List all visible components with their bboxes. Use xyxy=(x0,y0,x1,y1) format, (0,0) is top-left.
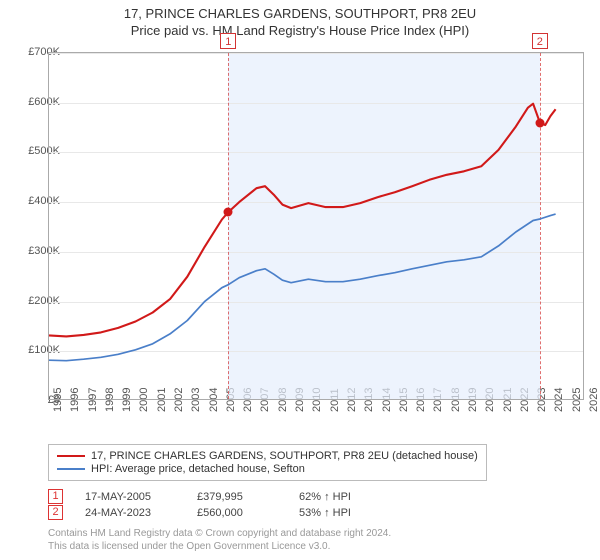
footer-line1: Contains HM Land Registry data © Crown c… xyxy=(48,528,391,541)
chart-title-line1: 17, PRINCE CHARLES GARDENS, SOUTHPORT, P… xyxy=(0,6,600,21)
legend-item-hpi: HPI: Average price, detached house, Seft… xyxy=(57,463,478,475)
sales-date-2: 24-MAY-2023 xyxy=(85,507,175,519)
series-line-hpi xyxy=(49,214,556,361)
sales-row-2: 2 24-MAY-2023 £560,000 53% ↑ HPI xyxy=(48,505,351,520)
legend-label-property: 17, PRINCE CHARLES GARDENS, SOUTHPORT, P… xyxy=(91,450,478,462)
sale-dot xyxy=(224,208,233,217)
line-series-svg xyxy=(49,53,583,399)
legend: 17, PRINCE CHARLES GARDENS, SOUTHPORT, P… xyxy=(48,444,487,481)
sale-marker-box: 1 xyxy=(220,33,236,49)
chart-container: 17, PRINCE CHARLES GARDENS, SOUTHPORT, P… xyxy=(0,0,600,560)
legend-swatch-hpi xyxy=(57,468,85,470)
sales-price-2: £560,000 xyxy=(197,507,277,519)
sales-date-1: 17-MAY-2005 xyxy=(85,491,175,503)
series-line-property xyxy=(49,104,556,337)
plot-area: 12 xyxy=(48,52,584,400)
sales-table: 1 17-MAY-2005 £379,995 62% ↑ HPI 2 24-MA… xyxy=(48,488,351,521)
footer-line2: This data is licensed under the Open Gov… xyxy=(48,541,391,554)
legend-label-hpi: HPI: Average price, detached house, Seft… xyxy=(91,463,305,475)
legend-item-property: 17, PRINCE CHARLES GARDENS, SOUTHPORT, P… xyxy=(57,450,478,462)
sales-pct-2: 53% ↑ HPI xyxy=(299,507,351,519)
sales-marker-1: 1 xyxy=(48,489,63,504)
sales-price-1: £379,995 xyxy=(197,491,277,503)
sales-row-1: 1 17-MAY-2005 £379,995 62% ↑ HPI xyxy=(48,489,351,504)
legend-swatch-property xyxy=(57,455,85,457)
sales-marker-2: 2 xyxy=(48,505,63,520)
sale-marker-box: 2 xyxy=(532,33,548,49)
chart-title-block: 17, PRINCE CHARLES GARDENS, SOUTHPORT, P… xyxy=(0,0,600,38)
chart-title-line2: Price paid vs. HM Land Registry's House … xyxy=(0,23,600,38)
x-tick-label: 2026 xyxy=(588,388,600,412)
sale-dot xyxy=(535,118,544,127)
footer-attribution: Contains HM Land Registry data © Crown c… xyxy=(48,528,391,553)
sales-pct-1: 62% ↑ HPI xyxy=(299,491,351,503)
